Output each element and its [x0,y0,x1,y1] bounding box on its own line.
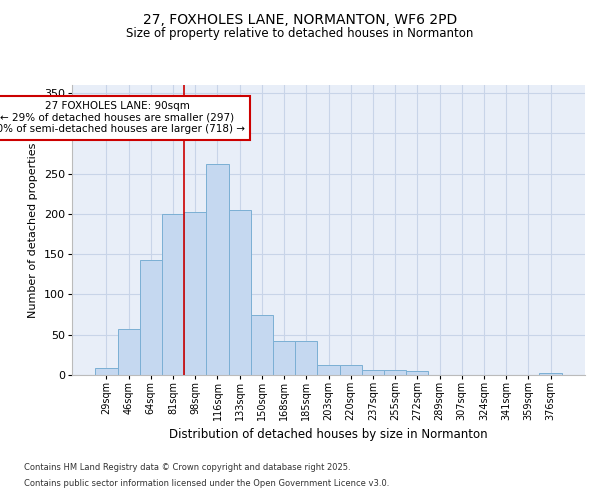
Bar [340,364,362,375]
Bar [206,164,229,375]
Bar [184,212,206,375]
Text: 27 FOXHOLES LANE: 90sqm
← 29% of detached houses are smaller (297)
70% of semi-d: 27 FOXHOLES LANE: 90sqm ← 29% of detache… [0,101,245,134]
Bar [539,372,562,375]
Text: Size of property relative to detached houses in Normanton: Size of property relative to detached ho… [127,28,473,40]
X-axis label: Distribution of detached houses by size in Normanton: Distribution of detached houses by size … [169,428,488,442]
Bar [251,314,273,375]
Bar [118,329,140,375]
Bar [362,370,384,375]
Bar [406,371,428,375]
Bar [229,210,251,375]
Bar [95,368,118,375]
Bar [273,341,295,375]
Bar [140,260,162,375]
Bar [384,370,406,375]
Bar [317,366,340,375]
Y-axis label: Number of detached properties: Number of detached properties [28,142,38,318]
Text: Contains public sector information licensed under the Open Government Licence v3: Contains public sector information licen… [24,479,389,488]
Bar [162,214,184,375]
Text: Contains HM Land Registry data © Crown copyright and database right 2025.: Contains HM Land Registry data © Crown c… [24,462,350,471]
Bar [295,341,317,375]
Text: 27, FOXHOLES LANE, NORMANTON, WF6 2PD: 27, FOXHOLES LANE, NORMANTON, WF6 2PD [143,12,457,26]
